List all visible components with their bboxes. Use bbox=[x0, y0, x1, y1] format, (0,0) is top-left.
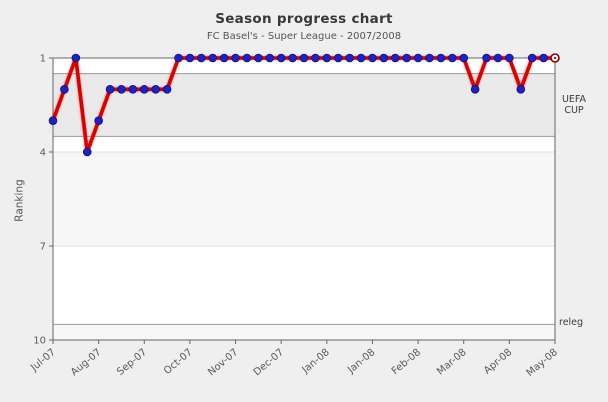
data-point bbox=[242, 53, 252, 63]
data-point bbox=[493, 53, 503, 63]
data-point bbox=[311, 53, 320, 63]
x-tick-label: Jan-08 bbox=[300, 347, 332, 376]
x-tick-label: Aug-07 bbox=[69, 347, 104, 378]
data-point bbox=[482, 53, 491, 63]
data-point bbox=[139, 85, 149, 94]
uefa-cup-zone-label-line2: CUP bbox=[564, 105, 584, 116]
data-point bbox=[402, 53, 411, 63]
y-tick-label: 1 bbox=[40, 54, 46, 65]
data-point bbox=[345, 53, 354, 63]
x-tick-label: Dec-07 bbox=[252, 347, 286, 378]
data-point bbox=[231, 53, 240, 63]
x-tick-label: Jan-08 bbox=[345, 347, 377, 376]
x-tick-label: Mar-08 bbox=[435, 347, 469, 378]
relegation-zone-label: releg bbox=[559, 317, 584, 328]
x-tick-label: Jul-07 bbox=[28, 347, 58, 374]
x-tick-label: Oct-07 bbox=[162, 347, 195, 377]
data-point bbox=[48, 116, 58, 125]
data-point bbox=[299, 53, 309, 63]
data-point bbox=[413, 53, 423, 63]
uefa-cup-zone-label: UEFA CUP bbox=[556, 94, 592, 116]
data-point bbox=[60, 85, 69, 94]
data-point bbox=[390, 53, 400, 63]
data-point bbox=[185, 53, 195, 63]
uefa-cup-zone-label-line1: UEFA bbox=[561, 94, 587, 105]
data-point bbox=[470, 85, 480, 94]
data-point bbox=[539, 53, 548, 63]
chart-subtitle: FC Basel's - Super League - 2007/2008 bbox=[206, 31, 402, 42]
y-tick-label: 7 bbox=[40, 242, 46, 253]
data-point bbox=[516, 85, 526, 94]
data-point bbox=[197, 53, 206, 63]
data-point bbox=[265, 53, 275, 63]
x-tick-label: Feb-08 bbox=[390, 347, 423, 377]
y-tick-label: 10 bbox=[33, 336, 46, 347]
x-tick-label: May-08 bbox=[525, 347, 560, 379]
data-point bbox=[505, 53, 514, 63]
data-point bbox=[208, 53, 218, 63]
data-point bbox=[105, 85, 115, 94]
data-point bbox=[174, 53, 183, 63]
data-point bbox=[527, 53, 537, 63]
x-tick-label: Sep-07 bbox=[115, 347, 149, 378]
data-point bbox=[379, 53, 389, 63]
relegation-zone-band bbox=[53, 324, 555, 340]
data-point bbox=[356, 53, 366, 63]
data-point bbox=[459, 53, 469, 63]
x-tick-label: Apr-08 bbox=[482, 347, 514, 377]
data-point bbox=[151, 85, 160, 94]
data-point bbox=[322, 53, 332, 63]
final-data-point-center bbox=[553, 56, 557, 60]
data-point bbox=[219, 53, 229, 63]
y-tick-label: 4 bbox=[40, 148, 46, 159]
data-point bbox=[288, 53, 297, 63]
data-point bbox=[94, 116, 103, 125]
chart-title: Season progress chart bbox=[215, 11, 393, 27]
data-point bbox=[368, 53, 377, 63]
data-point bbox=[425, 53, 434, 63]
data-point bbox=[254, 53, 263, 63]
data-point bbox=[436, 53, 446, 63]
data-point bbox=[333, 53, 343, 63]
data-point bbox=[448, 53, 457, 63]
data-point bbox=[162, 85, 172, 94]
data-point bbox=[128, 85, 138, 94]
data-point bbox=[71, 53, 81, 63]
data-point bbox=[276, 53, 286, 63]
uefa-cup-zone-band bbox=[53, 73, 555, 137]
data-point bbox=[117, 85, 126, 94]
mid-zone-band bbox=[53, 152, 555, 246]
x-tick-label: Nov-07 bbox=[206, 347, 240, 378]
data-point bbox=[82, 147, 92, 157]
